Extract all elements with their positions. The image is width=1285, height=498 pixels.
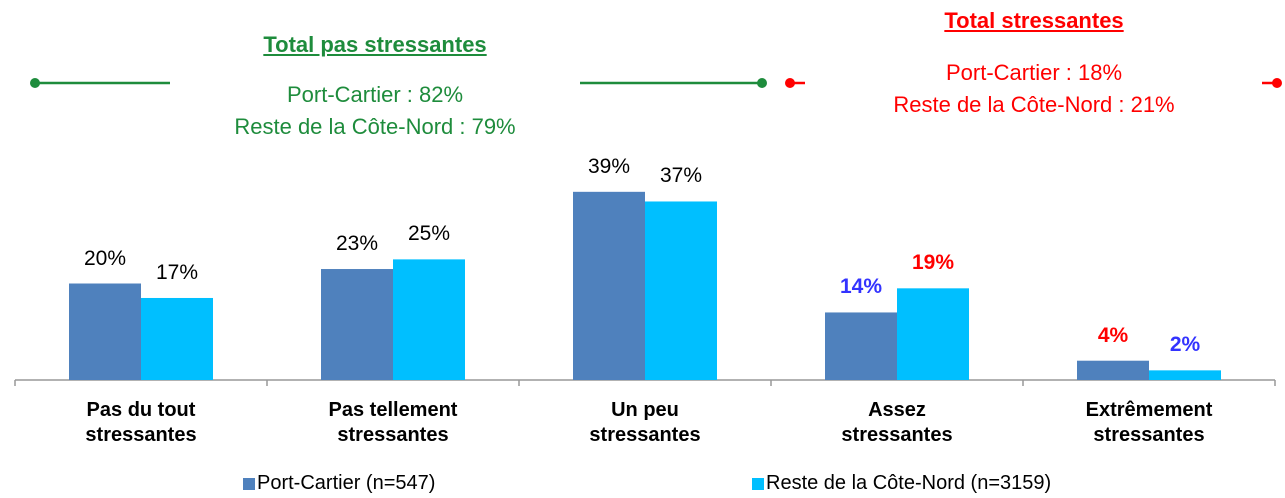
bar (141, 297, 213, 380)
annotation-text: Reste de la Côte-Nord : 21% (893, 92, 1175, 117)
value-label: 37% (659, 164, 703, 188)
value-label: 4% (1097, 323, 1129, 347)
legend-label: Port-Cartier (n=547) (257, 472, 436, 494)
x-tick-label: Un peu stressantes (589, 399, 701, 446)
value-label: 14% (839, 275, 883, 299)
bracket-dot (757, 78, 767, 88)
x-tick-label: Pas tellement stressantes (328, 399, 458, 446)
legend-swatch (243, 478, 255, 490)
value-label: 23% (335, 232, 379, 256)
value-label: 39% (587, 154, 631, 178)
bar (393, 259, 465, 380)
bar (1077, 360, 1149, 380)
bar (573, 191, 645, 380)
legend-swatch (752, 478, 764, 490)
bracket-dot (1272, 78, 1282, 88)
x-tick-label: Extrêmement stressantes (1085, 399, 1213, 446)
value-label: 17% (155, 260, 199, 284)
bar (69, 283, 141, 380)
bar (645, 201, 717, 380)
bar (897, 288, 969, 380)
legend-label: Reste de la Côte-Nord (n=3159) (766, 472, 1052, 494)
bar (1149, 370, 1221, 380)
bar (321, 269, 393, 380)
annotation-text: Port-Cartier : 18% (945, 60, 1123, 85)
value-label: 25% (407, 222, 451, 246)
annotation-title: Total pas stressantes (263, 32, 487, 57)
bracket-dot (30, 78, 40, 88)
annotation-title: Total stressantes (944, 8, 1124, 33)
value-label: 2% (1169, 333, 1201, 357)
value-label: 19% (911, 251, 955, 275)
bracket-dot (785, 78, 795, 88)
annotation-text: Port-Cartier : 82% (286, 82, 464, 107)
annotation-text: Reste de la Côte-Nord : 79% (234, 114, 516, 139)
x-tick-label: Assez stressantes (841, 399, 953, 446)
value-label: 20% (83, 246, 127, 270)
bar (825, 312, 897, 380)
x-tick-label: Pas du tout stressantes (85, 399, 197, 446)
